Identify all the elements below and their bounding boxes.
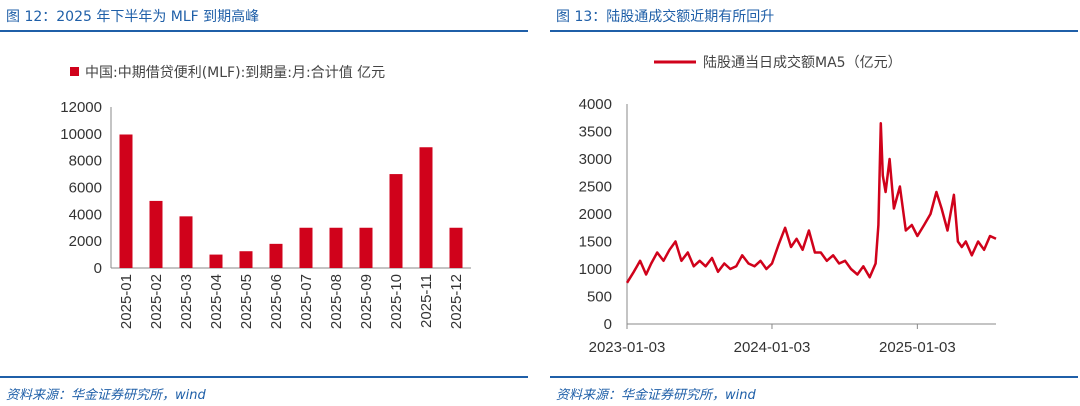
source-note: 资料来源：华金证券研究所，wind (556, 388, 756, 403)
y-tick-label: 2000 (579, 206, 612, 223)
bar-chart: 中国:中期借贷便利(MLF):到期量:月:合计值 亿元 0 2000 4000 6000… (60, 65, 471, 329)
x-tick-label: 2025-06 (268, 274, 285, 329)
y-tick-label: 500 (587, 289, 612, 306)
y-tick-label: 4000 (579, 96, 612, 113)
source-rule (0, 376, 528, 378)
bar (389, 174, 403, 268)
y-tick-label: 10000 (60, 126, 102, 143)
y-tick-label: 8000 (69, 153, 102, 170)
x-tick-label: 2025-02 (148, 274, 165, 329)
x-tick-label: 2025-07 (298, 274, 315, 329)
left-panel: 图 12：2025 年下半年为 MLF 到期高峰 中国:中期借贷便利(MLF):… (0, 0, 530, 406)
bar (329, 227, 343, 268)
bar (149, 200, 163, 268)
right-panel: 图 13：陆股通成交额近期有所回升 陆股通当日成交额MA5（亿元） 0 500 100… (550, 0, 1080, 406)
x-tick-label: 2024-01-03 (734, 339, 811, 356)
figure-title: 图 13：陆股通成交额近期有所回升 (556, 9, 775, 25)
title-rule (550, 30, 1078, 32)
bar (239, 251, 253, 268)
y-tick-label: 0 (604, 316, 612, 333)
bar (419, 147, 433, 268)
bar (179, 216, 193, 268)
y-tick-label: 1500 (579, 234, 612, 251)
x-tick-label: 2025-03 (178, 274, 195, 329)
x-tick-label: 2025-05 (238, 274, 255, 329)
legend-swatch (70, 67, 79, 76)
x-tick-label: 2025-01-03 (879, 339, 956, 356)
x-tick-label: 2023-01-03 (589, 339, 666, 356)
title-rule (0, 30, 528, 32)
y-tick-label: 12000 (60, 99, 102, 116)
x-tick-label: 2025-08 (328, 274, 345, 329)
bar (299, 227, 313, 268)
bar (119, 134, 133, 268)
bar (209, 254, 223, 268)
x-tick-label: 2025-01 (118, 274, 135, 329)
bar (269, 243, 283, 268)
source-note: 资料来源：华金证券研究所，wind (6, 388, 206, 403)
y-tick-label: 4000 (69, 206, 102, 223)
y-tick-label: 3000 (579, 151, 612, 168)
y-tick-label: 3500 (579, 124, 612, 141)
x-tick-label: 2025-12 (448, 274, 465, 329)
y-tick-label: 2500 (579, 179, 612, 196)
series-line (625, 122, 997, 284)
y-tick-label: 1000 (579, 261, 612, 278)
x-tick-label: 2025-09 (358, 274, 375, 329)
figure-title: 图 12：2025 年下半年为 MLF 到期高峰 (6, 9, 260, 25)
legend-label: 陆股通当日成交额MA5（亿元） (703, 54, 902, 71)
line-chart: 陆股通当日成交额MA5（亿元） 0 500 1000 1500 2000 2500 3000 3… (579, 54, 997, 356)
legend-label: 中国:中期借贷便利(MLF):到期量:月:合计值 亿元 (85, 65, 385, 81)
y-tick-label: 2000 (69, 233, 102, 250)
bar (449, 227, 463, 268)
x-tick-label: 2025-10 (388, 274, 405, 329)
x-tick-label: 2025-04 (208, 274, 225, 329)
x-tick-label: 2025-11 (418, 274, 435, 328)
y-tick-label: 0 (94, 260, 102, 277)
source-rule (550, 376, 1078, 378)
y-tick-label: 6000 (69, 180, 102, 197)
bar (359, 227, 373, 268)
